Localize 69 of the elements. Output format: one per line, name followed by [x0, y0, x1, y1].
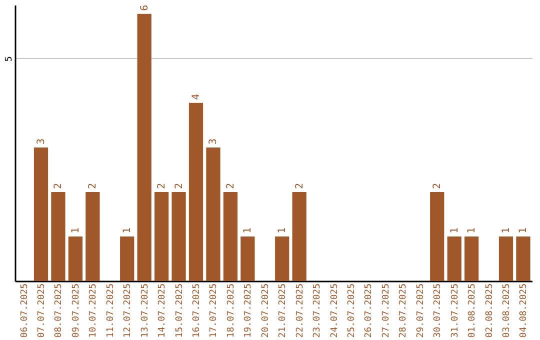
- data-label: 6: [139, 4, 150, 11]
- x-tick-label: 13.07.2025: [140, 284, 150, 338]
- data-label: 1: [122, 227, 134, 234]
- data-label: 2: [156, 182, 168, 189]
- x-tick-label: 24.07.2025: [330, 284, 340, 338]
- bar: [275, 236, 290, 281]
- bar: [447, 236, 462, 281]
- data-label: 1: [500, 227, 512, 234]
- x-tick-label: 23.07.2025: [312, 284, 323, 338]
- x-tick-label: 06.07.2025: [20, 284, 30, 338]
- x-tick-label: 25.07.2025: [347, 284, 357, 338]
- data-label: 2: [88, 182, 99, 189]
- data-label: 3: [36, 138, 48, 144]
- y-tick-label: 5: [4, 56, 14, 62]
- data-label: 2: [294, 182, 306, 189]
- x-tick-label: 27.07.2025: [381, 284, 392, 338]
- data-label: 2: [432, 182, 444, 189]
- x-tick-label: 19.07.2025: [244, 284, 254, 338]
- bar: [223, 192, 238, 281]
- data-label: 4: [191, 94, 202, 100]
- bar: [292, 192, 306, 281]
- bar: [206, 147, 220, 281]
- x-tick-label: 22.07.2025: [295, 284, 306, 338]
- data-label: 2: [53, 182, 64, 189]
- x-tick-label: 02.08.2025: [484, 284, 495, 338]
- x-tick-label: 04.08.2025: [519, 284, 530, 338]
- data-label: 1: [242, 227, 254, 234]
- x-tick-label: 28.07.2025: [398, 284, 409, 338]
- x-tick-label: 26.07.2025: [364, 284, 374, 338]
- x-tick-label: 29.07.2025: [416, 284, 426, 338]
- bar: [464, 236, 479, 281]
- x-tick-label: 08.07.2025: [54, 284, 64, 338]
- bar: [516, 236, 530, 281]
- bar: [188, 102, 204, 281]
- x-tick-label: 16.07.2025: [192, 284, 202, 338]
- x-tick-label: 20.07.2025: [260, 284, 271, 338]
- x-tick-label: 15.07.2025: [174, 284, 185, 338]
- x-tick-label: 09.07.2025: [71, 284, 82, 338]
- bar: [86, 192, 100, 281]
- x-tick-label: 12.07.2025: [123, 284, 134, 338]
- x-tick-label: 31.07.2025: [450, 284, 460, 338]
- x-tick-label: 17.07.2025: [209, 284, 220, 338]
- x-tick-label: 30.07.2025: [433, 284, 444, 338]
- data-label: 1: [518, 227, 530, 234]
- x-tick-label: 21.07.2025: [278, 284, 288, 338]
- x-tick-label: 18.07.2025: [226, 284, 236, 338]
- data-label: 1: [277, 227, 288, 234]
- x-tick-label: 07.07.2025: [37, 284, 48, 338]
- bar: [172, 192, 186, 281]
- bar: [240, 236, 255, 281]
- bar: [154, 192, 169, 281]
- bar: [430, 192, 444, 281]
- data-label: 3: [208, 138, 220, 144]
- x-tick-label: 10.07.2025: [88, 284, 99, 338]
- x-tick-label: 11.07.2025: [106, 284, 116, 338]
- bar: [51, 192, 66, 281]
- x-tick-label: 01.08.2025: [468, 284, 478, 338]
- bar: [120, 236, 134, 281]
- data-label: 2: [174, 182, 185, 189]
- data-label: 2: [225, 182, 236, 189]
- bar: [498, 236, 514, 281]
- x-tick-label: 03.08.2025: [502, 284, 512, 338]
- data-label: 1: [466, 227, 478, 234]
- data-label: 1: [449, 227, 460, 234]
- bar: [137, 14, 152, 281]
- bar: [34, 147, 48, 281]
- data-label: 1: [70, 227, 82, 234]
- bar: [68, 236, 83, 281]
- x-tick-label: 14.07.2025: [158, 284, 168, 338]
